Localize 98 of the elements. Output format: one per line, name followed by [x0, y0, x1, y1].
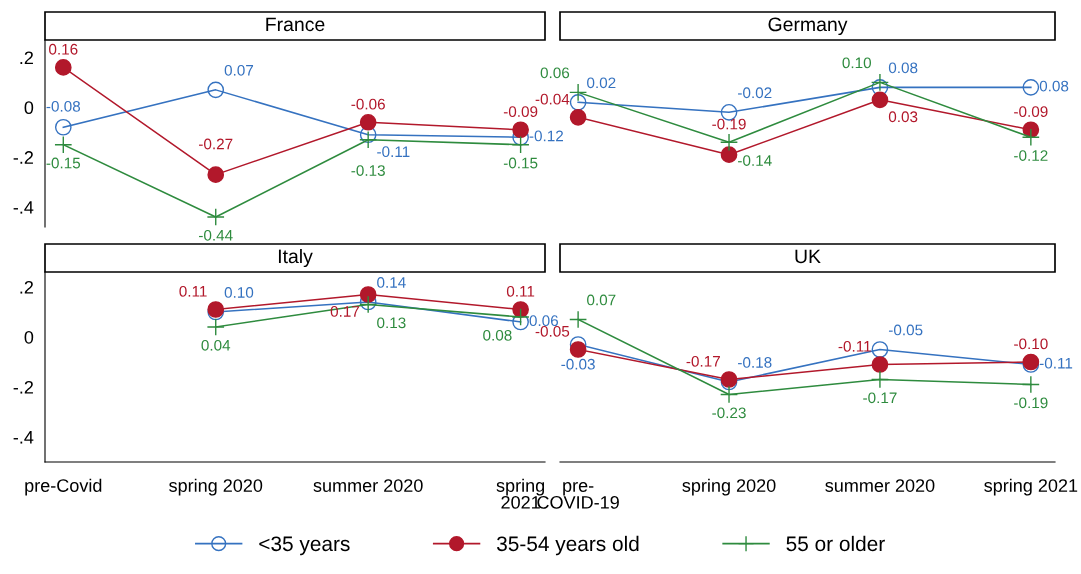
point [719, 133, 739, 152]
data-label: -0.05 [888, 324, 923, 336]
point [511, 307, 530, 327]
point [720, 146, 738, 164]
data-label: -0.10 [1014, 338, 1048, 350]
data-label: 0.02 [587, 77, 616, 89]
data-label: 0.17 [330, 306, 360, 317]
point [54, 59, 72, 76]
point [206, 207, 225, 227]
y-tick-label: 0 [24, 101, 34, 115]
point [206, 317, 225, 337]
data-label: -0.03 [561, 358, 595, 370]
data-label: -0.06 [351, 98, 385, 110]
data-label: 0.07 [224, 64, 254, 76]
point [719, 385, 739, 404]
point [1022, 79, 1040, 96]
x-tick-label: spring 2020 [169, 478, 263, 496]
data-label: -0.12 [529, 130, 563, 142]
chart-title: France [266, 17, 325, 32]
point [569, 310, 588, 329]
data-label: -0.11 [377, 146, 410, 158]
point [871, 91, 889, 109]
data-label: 0.14 [377, 277, 406, 288]
data-label: 0.06 [529, 315, 559, 327]
data-label: -0.15 [46, 157, 81, 169]
data-label: -0.02 [738, 87, 772, 99]
chart-title: Italy [278, 248, 313, 268]
data-label: -0.17 [686, 355, 720, 367]
point [1021, 375, 1040, 394]
point [569, 108, 587, 126]
point [359, 126, 377, 144]
y-tick-label: -.4 [13, 431, 34, 444]
x-tick-label: spring 2021 [984, 478, 1078, 496]
point [54, 135, 73, 154]
y-tick-label: -.4 [13, 201, 34, 214]
x-tick-label: summer 2020 [825, 479, 935, 492]
y-tick-label: .2 [20, 51, 33, 64]
data-label: -0.11 [1039, 357, 1073, 369]
data-label: 0.10 [224, 287, 254, 298]
data-label: -0.19 [712, 118, 746, 130]
point [359, 113, 377, 131]
point [207, 166, 225, 183]
legend-label: <35 years [259, 536, 350, 556]
x-tick-label: summer 2020 [313, 479, 423, 492]
point [569, 341, 587, 358]
data-label: -0.23 [712, 407, 746, 419]
chart-title: Germany [768, 17, 848, 36]
x-tick-label: spring 2020 [682, 478, 776, 496]
point [569, 83, 588, 102]
data-label: 0.07 [587, 294, 616, 306]
data-label: -0.08 [46, 100, 81, 112]
point [569, 93, 587, 111]
data-label: -0.44 [199, 229, 233, 241]
x-tick-label: pre-Covid [25, 478, 102, 496]
data-label: -0.05 [535, 325, 570, 337]
data-label: 0.11 [179, 285, 207, 297]
y-tick-label: -.2 [13, 151, 33, 164]
data-label: 0.13 [377, 317, 406, 329]
point [512, 121, 529, 139]
data-label: -0.12 [1014, 150, 1048, 161]
point [359, 286, 377, 303]
data-label: 0.08 [1039, 80, 1069, 92]
y-tick-label: 0 [24, 330, 34, 344]
data-label: -0.27 [199, 138, 233, 150]
data-label: -0.14 [738, 155, 772, 166]
data-label: -0.17 [863, 392, 897, 404]
data-label: 0.16 [49, 43, 78, 55]
point [871, 356, 889, 373]
point [359, 130, 378, 149]
data-label: -0.09 [1014, 106, 1048, 118]
data-label: -0.18 [738, 357, 772, 368]
data-label: -0.19 [1014, 397, 1048, 409]
point [870, 73, 889, 92]
point [871, 341, 889, 358]
data-label: 0.03 [888, 111, 918, 123]
data-label: 0.08 [888, 62, 918, 74]
point [870, 370, 889, 389]
point [511, 135, 530, 154]
data-label: -0.15 [503, 157, 538, 169]
y-tick-label: -.2 [13, 380, 33, 394]
point [207, 81, 225, 99]
point [871, 79, 889, 96]
data-label: 0.04 [201, 339, 231, 351]
chart-title: UK [795, 249, 821, 264]
data-label: 0.06 [540, 67, 570, 79]
data-label: -0.04 [535, 93, 570, 105]
data-label: -0.13 [351, 165, 385, 176]
legend-label: 55 or older [786, 535, 885, 552]
point [54, 118, 72, 136]
data-label: 0.08 [483, 329, 512, 341]
data-label: 0.11 [506, 285, 535, 297]
data-label: -0.11 [838, 340, 871, 352]
point [512, 301, 529, 318]
data-label: 0.10 [842, 57, 872, 69]
y-tick-label: .2 [20, 280, 33, 294]
legend-label: 35-54 years old [496, 535, 639, 556]
point [1021, 128, 1040, 147]
data-label: -0.09 [503, 106, 538, 118]
